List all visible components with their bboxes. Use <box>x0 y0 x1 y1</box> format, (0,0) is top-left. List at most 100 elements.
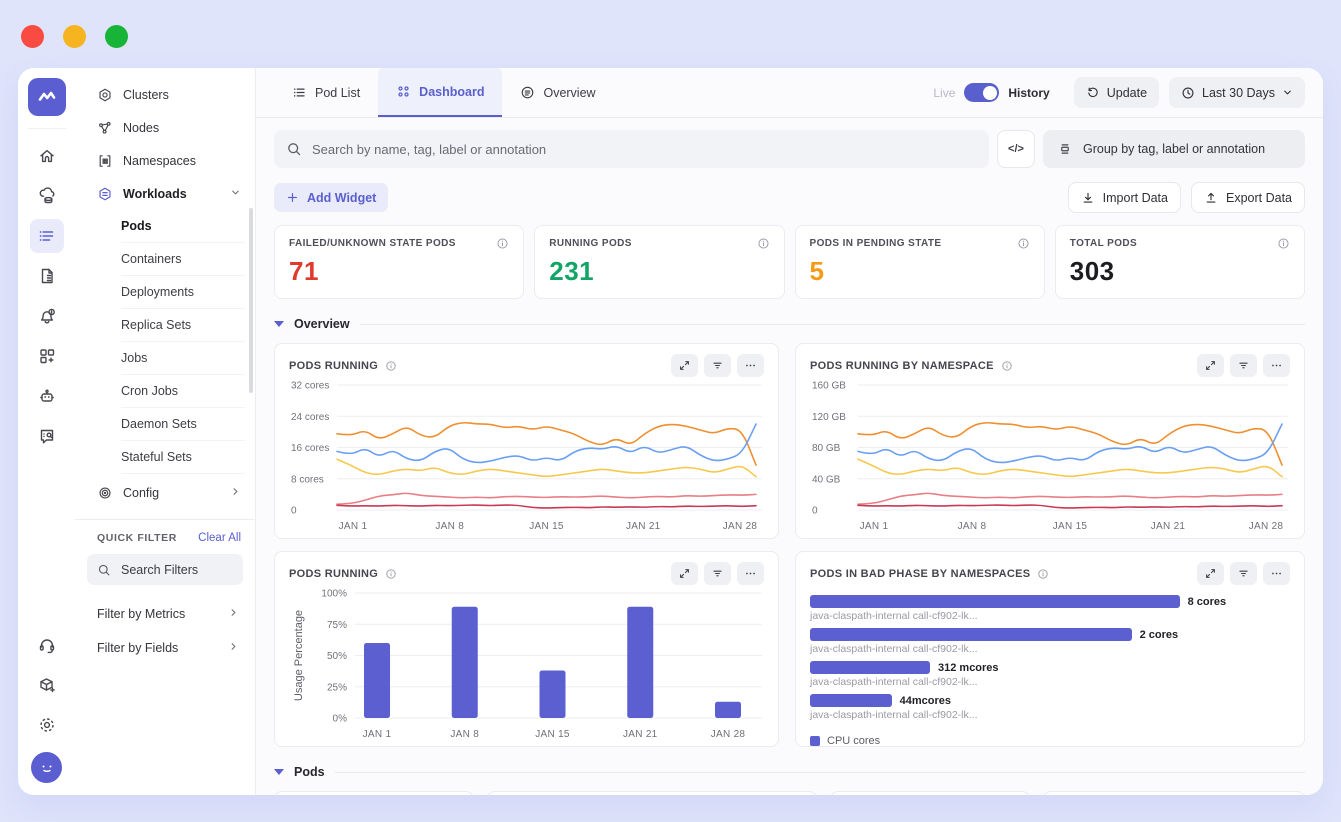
main-area: Pod List Dashboard Overview Live History… <box>256 68 1323 795</box>
expand-icon <box>1206 361 1215 370</box>
chat-search-icon <box>40 429 53 444</box>
info-icon[interactable] <box>1001 360 1013 372</box>
sidebar-subitem-pods[interactable]: Pods <box>121 210 245 243</box>
chart-actions <box>1197 354 1290 377</box>
subitem-label: Pods <box>121 219 152 233</box>
info-icon[interactable] <box>496 237 509 250</box>
overview-section-header: Overview <box>274 317 1305 331</box>
sidebar-subitem-deployments[interactable]: Deployments <box>121 276 245 309</box>
sidebar-item-label: Nodes <box>123 120 160 135</box>
rail-support-button[interactable] <box>30 628 64 662</box>
nodes-graph-icon <box>97 120 113 136</box>
rail-home-button[interactable] <box>30 139 64 173</box>
plus-icon <box>288 193 297 202</box>
sidebar-subitem-stateful-sets[interactable]: Stateful Sets <box>121 441 245 474</box>
rail-settings-button[interactable] <box>30 708 64 742</box>
svg-text:80 GB: 80 GB <box>812 443 841 454</box>
search-icon <box>98 564 110 575</box>
import-data-button[interactable]: Import Data <box>1067 182 1181 213</box>
hbar-row: 44mcores java-claspath-internal call-cf9… <box>810 694 1290 721</box>
rail-alerts-button[interactable] <box>30 299 64 333</box>
query-syntax-button[interactable]: </> <box>997 130 1035 168</box>
update-label: Update <box>1106 85 1148 100</box>
info-icon[interactable] <box>1017 237 1030 250</box>
svg-text:24 cores: 24 cores <box>291 412 329 423</box>
sidebar-item-namespaces[interactable]: Namespaces <box>75 144 255 177</box>
user-avatar[interactable] <box>31 752 62 783</box>
tab-dashboard[interactable]: Dashboard <box>378 68 503 117</box>
sidebar-subitem-daemon-sets[interactable]: Daemon Sets <box>121 408 245 441</box>
sidebar-item-workloads[interactable]: Workloads <box>75 177 255 210</box>
info-icon[interactable] <box>1277 237 1290 250</box>
rail-documents-button[interactable] <box>30 259 64 293</box>
rail-assistant-button[interactable] <box>30 379 64 413</box>
expand-chart-button[interactable] <box>1197 354 1224 377</box>
ellipsis-icon <box>1272 364 1281 367</box>
rail-divider <box>27 128 66 129</box>
collapse-triangle-icon[interactable] <box>274 769 284 775</box>
rail-package-button[interactable] <box>30 668 64 702</box>
chevron-down-icon <box>1284 90 1291 95</box>
sidebar-subitem-cron-jobs[interactable]: Cron Jobs <box>121 375 245 408</box>
tab-pod-list[interactable]: Pod List <box>274 68 378 117</box>
minimize-window-button[interactable] <box>63 25 86 48</box>
sidebar-item-nodes[interactable]: Nodes <box>75 111 255 144</box>
rail-cost-button[interactable] <box>30 179 64 213</box>
chart-title: PODS IN BAD PHASE BY NAMESPACES <box>810 567 1031 580</box>
brand-logo[interactable] <box>27 78 66 116</box>
tab-overview[interactable]: Overview <box>502 68 613 117</box>
clear-all-link[interactable]: Clear All <box>198 532 241 544</box>
time-range-button[interactable]: Last 30 Days <box>1169 77 1305 108</box>
stat-label: PODS IN PENDING STATE <box>809 238 942 249</box>
chart-actions <box>671 562 764 585</box>
document-icon <box>41 268 53 284</box>
filter-chart-button[interactable] <box>704 562 731 585</box>
close-window-button[interactable] <box>21 25 44 48</box>
more-options-button[interactable] <box>737 562 764 585</box>
svg-text:JAN 15: JAN 15 <box>529 521 564 532</box>
expand-chart-button[interactable] <box>671 354 698 377</box>
hbar-namespace: java-claspath-internal call-cf902-lk... <box>810 643 978 655</box>
sidebar-subitem-containers[interactable]: Containers <box>121 243 245 276</box>
sidebar-item-clusters[interactable]: Clusters <box>75 78 255 111</box>
svg-text:50%: 50% <box>327 651 347 662</box>
rail-workloads-button[interactable] <box>29 219 64 253</box>
subitem-label: Replica Sets <box>121 318 192 332</box>
info-icon[interactable] <box>757 237 770 250</box>
expand-chart-button[interactable] <box>671 562 698 585</box>
info-icon[interactable] <box>385 360 397 372</box>
filter-by-metrics-row[interactable]: Filter by Metrics <box>75 597 255 631</box>
zoom-window-button[interactable] <box>105 25 128 48</box>
window-controls <box>21 25 128 48</box>
sidebar-scrollbar[interactable] <box>249 208 253 393</box>
sidebar-subitem-replica-sets[interactable]: Replica Sets <box>121 309 245 342</box>
sidebar-item-config[interactable]: Config <box>75 476 255 509</box>
collapse-triangle-icon[interactable] <box>274 321 284 327</box>
search-filters-input[interactable]: Search Filters <box>87 554 243 585</box>
filter-by-fields-row[interactable]: Filter by Fields <box>75 631 255 665</box>
more-options-button[interactable] <box>1263 354 1290 377</box>
rail-integrations-button[interactable] <box>30 339 64 373</box>
info-icon[interactable] <box>1037 568 1049 580</box>
add-widget-button[interactable]: Add Widget <box>274 183 389 212</box>
expand-chart-button[interactable] <box>1197 562 1224 585</box>
svg-text:JAN 1: JAN 1 <box>339 521 368 532</box>
filter-chart-button[interactable] <box>1230 354 1257 377</box>
sidebar-subitem-jobs[interactable]: Jobs <box>121 342 245 375</box>
filter-chart-button[interactable] <box>704 354 731 377</box>
export-data-button[interactable]: Export Data <box>1190 182 1305 213</box>
rail-chat-search-button[interactable] <box>30 419 64 453</box>
live-history-toggle[interactable] <box>964 83 1000 102</box>
filter-chart-button[interactable] <box>1230 562 1257 585</box>
home-icon <box>39 149 54 163</box>
more-options-button[interactable] <box>1263 562 1290 585</box>
more-options-button[interactable] <box>737 354 764 377</box>
search-input[interactable] <box>312 141 977 157</box>
filter-lines-icon <box>713 570 722 577</box>
update-button[interactable]: Update <box>1073 77 1160 108</box>
pods-card-stub <box>274 791 474 795</box>
info-icon[interactable] <box>385 568 397 580</box>
group-by-button[interactable]: Group by tag, label or annotation <box>1043 130 1305 168</box>
svg-text:160 GB: 160 GB <box>812 381 846 392</box>
dashboard-content: </> Group by tag, label or annotation Ad… <box>256 118 1323 795</box>
